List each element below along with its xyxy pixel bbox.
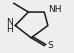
- Text: H: H: [6, 25, 13, 34]
- Text: N: N: [6, 18, 13, 27]
- Text: NH: NH: [48, 5, 61, 14]
- Text: S: S: [47, 41, 53, 50]
